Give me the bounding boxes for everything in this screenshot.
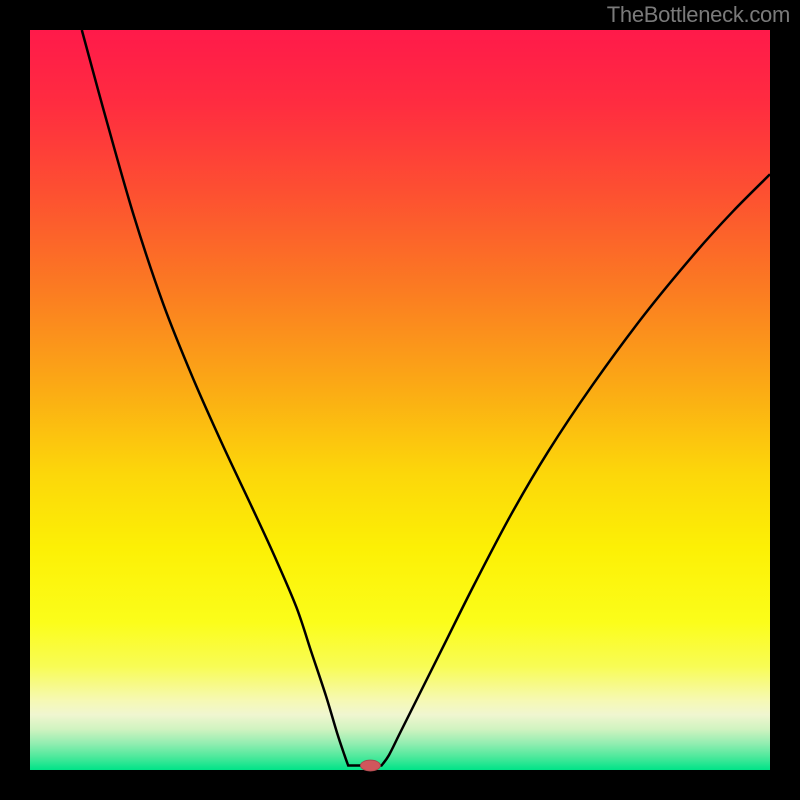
plot-area bbox=[30, 30, 770, 770]
optimal-point-marker bbox=[360, 760, 380, 771]
bottleneck-curve-chart bbox=[0, 0, 800, 800]
chart-container: TheBottleneck.com bbox=[0, 0, 800, 800]
watermark-text: TheBottleneck.com bbox=[607, 2, 790, 28]
